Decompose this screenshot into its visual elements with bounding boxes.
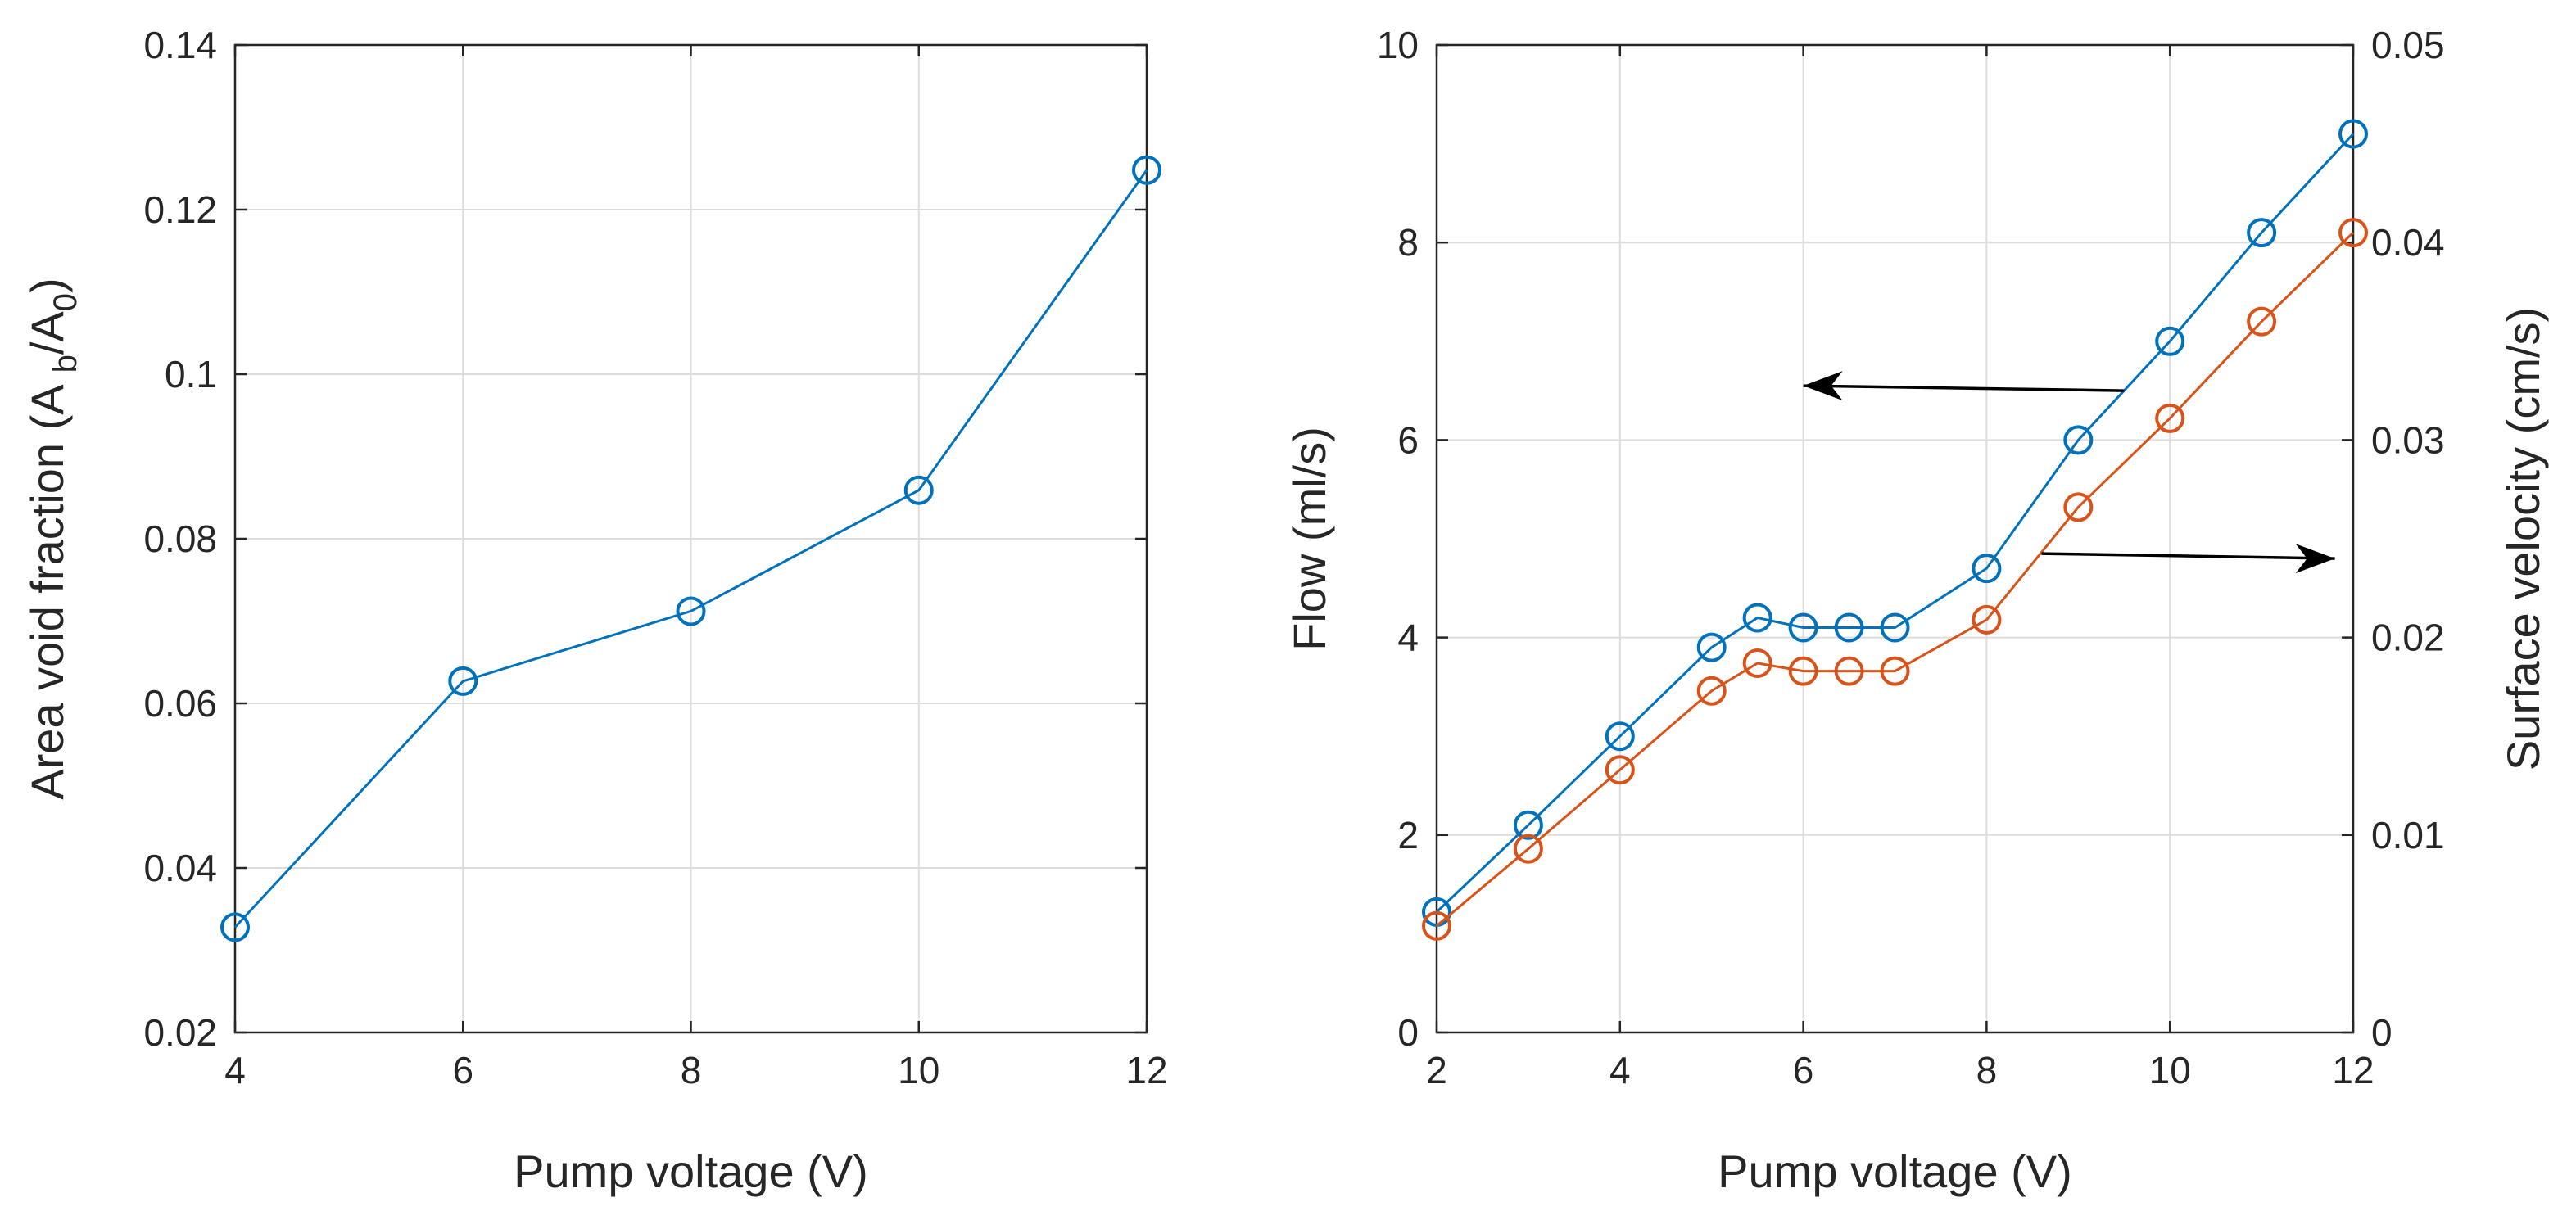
y-axis-label-subscript: 0 bbox=[48, 293, 84, 311]
y-axis-label-subscript: b bbox=[48, 355, 84, 373]
data-point bbox=[2155, 403, 2185, 433]
data-point bbox=[1742, 648, 1772, 678]
y-tick-label: 8 bbox=[1397, 221, 1419, 264]
y-right-tick-label: 0 bbox=[2371, 1011, 2393, 1054]
series-line bbox=[1435, 133, 2355, 913]
y-tick-label: 10 bbox=[1377, 24, 1419, 66]
x-tick-label: 6 bbox=[1793, 1049, 1814, 1091]
y-axis-label-part: /A bbox=[21, 311, 73, 355]
annotation-arrow-shaft bbox=[1803, 384, 2125, 392]
data-point bbox=[2338, 218, 2368, 248]
data-point bbox=[1972, 554, 2002, 584]
y-tick-label: 0.1 bbox=[165, 353, 217, 395]
y-axis-label: Area void fraction (A b/A0) bbox=[21, 278, 84, 799]
data-point bbox=[903, 475, 934, 505]
y-right-tick-label: 0.02 bbox=[2371, 617, 2445, 659]
x-tick-label: 12 bbox=[2332, 1049, 2374, 1091]
y-tick-label: 0.12 bbox=[143, 188, 217, 231]
annotation-arrow-shaft bbox=[2041, 552, 2335, 560]
series-line bbox=[1436, 232, 2355, 927]
y-right-tick-label: 0.01 bbox=[2371, 814, 2445, 856]
y-tick-label: 0 bbox=[1397, 1011, 1419, 1054]
y-axis-label-part: Area void fraction (A bbox=[21, 384, 73, 800]
data-point bbox=[1513, 810, 1543, 840]
y-right-tick-label: 0.04 bbox=[2371, 221, 2445, 264]
annotation-arrow-head bbox=[2295, 544, 2335, 574]
y-right-axis-label: Surface velocity (cm/s) bbox=[2497, 307, 2549, 770]
data-point bbox=[2063, 425, 2094, 455]
data-point bbox=[1605, 755, 1635, 785]
annotation-arrow-head bbox=[1803, 371, 1843, 401]
y-tick-label: 0.04 bbox=[143, 847, 217, 889]
data-point bbox=[2247, 218, 2277, 248]
data-point bbox=[1972, 604, 2002, 635]
y-axis-label-part: ) bbox=[21, 278, 73, 293]
x-tick-label: 8 bbox=[681, 1049, 702, 1091]
data-point bbox=[2155, 326, 2185, 356]
y-tick-label: 0.06 bbox=[143, 682, 217, 725]
data-point bbox=[2338, 119, 2368, 149]
data-point bbox=[1834, 612, 1864, 643]
x-axis-label: Pump voltage (V) bbox=[1718, 1145, 2072, 1197]
y-tick-label: 0.08 bbox=[143, 517, 217, 560]
x-tick-label: 2 bbox=[1426, 1049, 1447, 1091]
y-tick-label: 6 bbox=[1397, 418, 1419, 461]
data-point bbox=[1132, 155, 1161, 185]
data-point bbox=[1696, 632, 1727, 662]
y-tick-label: 4 bbox=[1397, 617, 1419, 659]
data-point bbox=[1605, 721, 1635, 752]
data-point bbox=[1834, 656, 1864, 686]
void-fraction-chart: 4 6 8 10 12 0.02 0.04 0.06 0.08 0.1 0.12 0.14 Pump v… bbox=[21, 24, 1168, 1197]
data-point bbox=[1422, 910, 1451, 941]
y-tick-label: 0.02 bbox=[143, 1011, 217, 1054]
data-point bbox=[1880, 612, 1910, 643]
x-tick-label: 6 bbox=[452, 1049, 473, 1091]
y-right-tick-label: 0.03 bbox=[2371, 418, 2445, 461]
y-tick-label: 2 bbox=[1397, 814, 1419, 856]
x-tick-label: 12 bbox=[1125, 1049, 1167, 1091]
x-tick-label: 4 bbox=[224, 1049, 246, 1091]
plot-frame bbox=[233, 43, 1148, 1034]
x-tick-label: 8 bbox=[1976, 1049, 1998, 1091]
data-point bbox=[1880, 656, 1910, 686]
data-point bbox=[2063, 492, 2094, 522]
data-point bbox=[1788, 612, 1818, 643]
data-point bbox=[1788, 656, 1818, 686]
x-axis-label: Pump voltage (V) bbox=[514, 1145, 868, 1197]
data-point bbox=[1696, 676, 1727, 706]
x-tick-label: 4 bbox=[1609, 1049, 1631, 1091]
y-axis-label: Flow (ml/s) bbox=[1283, 427, 1335, 651]
data-point bbox=[220, 912, 250, 942]
x-tick-label: 10 bbox=[898, 1049, 939, 1091]
data-point bbox=[676, 596, 706, 626]
x-tick-label: 10 bbox=[2149, 1049, 2191, 1091]
data-point bbox=[1513, 834, 1543, 864]
y-tick-label: 0.14 bbox=[143, 24, 217, 66]
data-point bbox=[1742, 603, 1772, 633]
data-point bbox=[448, 666, 478, 696]
y-right-tick-label: 0.05 bbox=[2371, 24, 2445, 66]
data-point bbox=[2247, 306, 2277, 337]
series-line bbox=[233, 169, 1148, 929]
flow-velocity-chart: 2 4 6 8 10 12024681000.010.020.030.040.05Pump… bbox=[1283, 24, 2549, 1197]
plot-frame bbox=[1435, 43, 2355, 1034]
